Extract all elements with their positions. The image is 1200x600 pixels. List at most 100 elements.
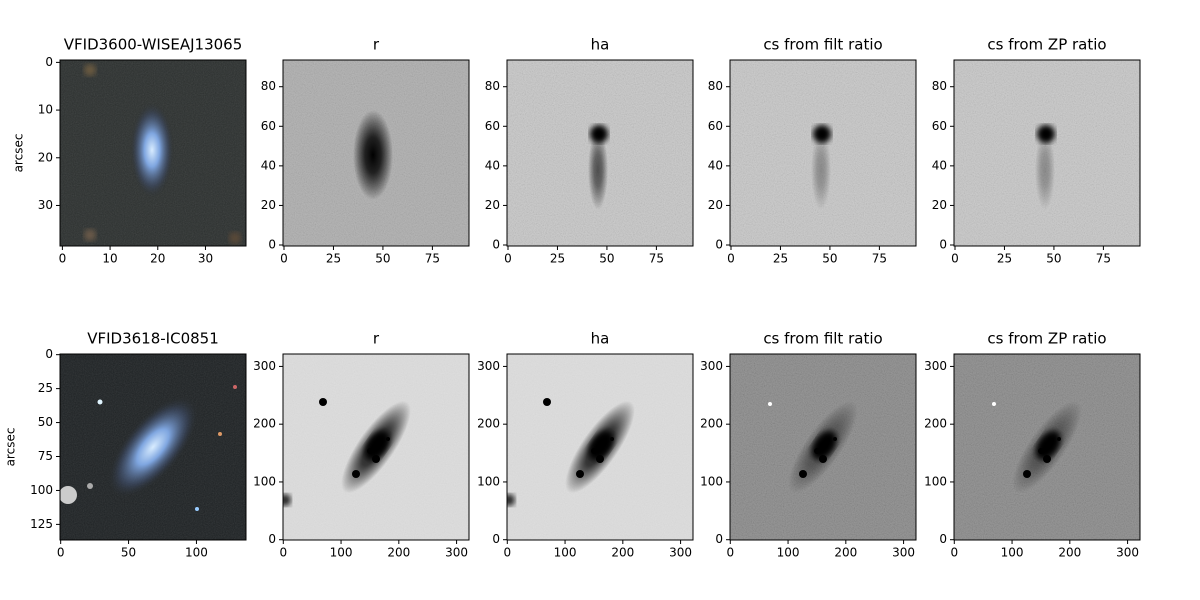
x-tick-label: 50 bbox=[599, 252, 614, 266]
panel: ha 0 100 200 300 0 100 200 300 bbox=[477, 330, 694, 560]
galaxy-core bbox=[590, 125, 608, 143]
knot bbox=[591, 448, 597, 454]
galaxy-faint bbox=[1035, 130, 1055, 210]
y-tick-label: 80 bbox=[708, 79, 723, 93]
panel-title: r bbox=[373, 330, 380, 348]
star bbox=[84, 229, 96, 241]
y-tick-label: 300 bbox=[253, 359, 276, 373]
panel: r 0 25 50 75 0 20 40 60 80 bbox=[261, 36, 470, 266]
knot bbox=[1038, 448, 1044, 454]
x-tick-label: 50 bbox=[822, 252, 837, 266]
axes-frame bbox=[729, 353, 917, 541]
panel-title: cs from filt ratio bbox=[763, 36, 882, 54]
axes-frame bbox=[953, 59, 1141, 247]
x-tick-label: 0 bbox=[951, 252, 959, 266]
y-tick-label: 200 bbox=[477, 417, 500, 431]
star bbox=[87, 483, 93, 489]
knot bbox=[352, 470, 360, 478]
axes-frame bbox=[59, 353, 247, 541]
y-tick-label: 0 bbox=[45, 347, 53, 361]
axes-frame bbox=[953, 353, 1141, 541]
panel: VFID3600-WISEAJ13065 0 10 20 30 0 10 20 30 arcsec bbox=[12, 36, 247, 266]
y-tick-label: 200 bbox=[253, 417, 276, 431]
x-tick-label: 20 bbox=[150, 252, 165, 266]
star bbox=[229, 232, 241, 244]
panel: cs from filt ratio 0 100 200 300 0 100 200 300 bbox=[700, 330, 917, 560]
y-tick-label: 200 bbox=[700, 417, 723, 431]
panel-title: cs from filt ratio bbox=[763, 330, 882, 348]
image bbox=[507, 354, 693, 540]
y-tick-label: 40 bbox=[261, 158, 276, 172]
y-tick-label: 100 bbox=[253, 474, 276, 488]
knot bbox=[367, 448, 373, 454]
image bbox=[730, 60, 916, 246]
image bbox=[954, 354, 1140, 540]
x-tick-label: 30 bbox=[198, 252, 213, 266]
y-tick-label: 40 bbox=[708, 158, 723, 172]
panel: ha 0 25 50 75 0 20 40 60 80 bbox=[485, 36, 694, 266]
knot bbox=[610, 437, 614, 441]
y-tick-label: 125 bbox=[30, 517, 53, 531]
x-tick-label: 0 bbox=[726, 546, 734, 560]
knot bbox=[1023, 470, 1031, 478]
galaxy-faint bbox=[811, 130, 831, 210]
y-axis-label: arcsec bbox=[4, 428, 18, 467]
y-tick-label: 0 bbox=[715, 532, 723, 546]
y-tick-label: 20 bbox=[261, 198, 276, 212]
x-tick-label: 200 bbox=[387, 546, 410, 560]
x-tick-label: 25 bbox=[550, 252, 565, 266]
knot bbox=[1043, 455, 1051, 463]
axes-frame bbox=[506, 353, 694, 541]
panel: cs from ZP ratio 0 100 200 300 0 100 200 300 bbox=[924, 330, 1141, 560]
star bbox=[84, 64, 96, 76]
x-tick-label: 300 bbox=[892, 546, 915, 560]
panel-title: ha bbox=[591, 330, 610, 348]
x-tick-label: 300 bbox=[669, 546, 692, 560]
y-tick-label: 60 bbox=[932, 119, 947, 133]
image bbox=[507, 60, 693, 246]
y-tick-label: 20 bbox=[485, 198, 500, 212]
y-tick-label: 60 bbox=[708, 119, 723, 133]
y-tick-label: 40 bbox=[485, 158, 500, 172]
y-tick-label: 100 bbox=[477, 474, 500, 488]
panel: cs from filt ratio 0 25 50 75 0 20 40 60 80 bbox=[708, 36, 917, 266]
star bbox=[97, 399, 103, 405]
y-tick-label: 80 bbox=[485, 79, 500, 93]
knot bbox=[386, 437, 390, 441]
image bbox=[954, 60, 1140, 246]
x-tick-label: 0 bbox=[279, 546, 287, 560]
y-tick-label: 100 bbox=[30, 483, 53, 497]
y-tick-label: 20 bbox=[38, 150, 53, 164]
y-tick-label: 100 bbox=[700, 474, 723, 488]
knot bbox=[576, 470, 584, 478]
panel: cs from ZP ratio 0 25 50 75 0 20 40 60 80 bbox=[932, 36, 1141, 266]
image bbox=[283, 60, 469, 246]
galaxy bbox=[353, 110, 393, 200]
panel-title: cs from ZP ratio bbox=[987, 330, 1106, 348]
panel-title: cs from ZP ratio bbox=[987, 36, 1106, 54]
y-tick-label: 80 bbox=[932, 79, 947, 93]
galaxy-core bbox=[1037, 125, 1055, 143]
star bbox=[195, 507, 199, 511]
x-tick-label: 100 bbox=[330, 546, 353, 560]
y-tick-label: 0 bbox=[492, 532, 500, 546]
x-tick-label: 0 bbox=[59, 252, 67, 266]
knot bbox=[833, 437, 837, 441]
x-tick-label: 100 bbox=[185, 546, 208, 560]
star bbox=[283, 494, 291, 506]
star bbox=[319, 398, 327, 406]
axes-frame bbox=[282, 353, 470, 541]
axes-frame bbox=[59, 59, 247, 247]
x-tick-label: 200 bbox=[611, 546, 634, 560]
x-tick-label: 0 bbox=[280, 252, 288, 266]
y-tick-label: 0 bbox=[492, 238, 500, 252]
y-tick-label: 50 bbox=[38, 415, 53, 429]
star bbox=[992, 402, 996, 406]
knot bbox=[596, 455, 604, 463]
star bbox=[768, 402, 772, 406]
knot bbox=[1057, 437, 1061, 441]
y-tick-label: 25 bbox=[38, 381, 53, 395]
x-tick-label: 0 bbox=[727, 252, 735, 266]
star bbox=[60, 486, 77, 504]
galaxy-core bbox=[813, 125, 831, 143]
